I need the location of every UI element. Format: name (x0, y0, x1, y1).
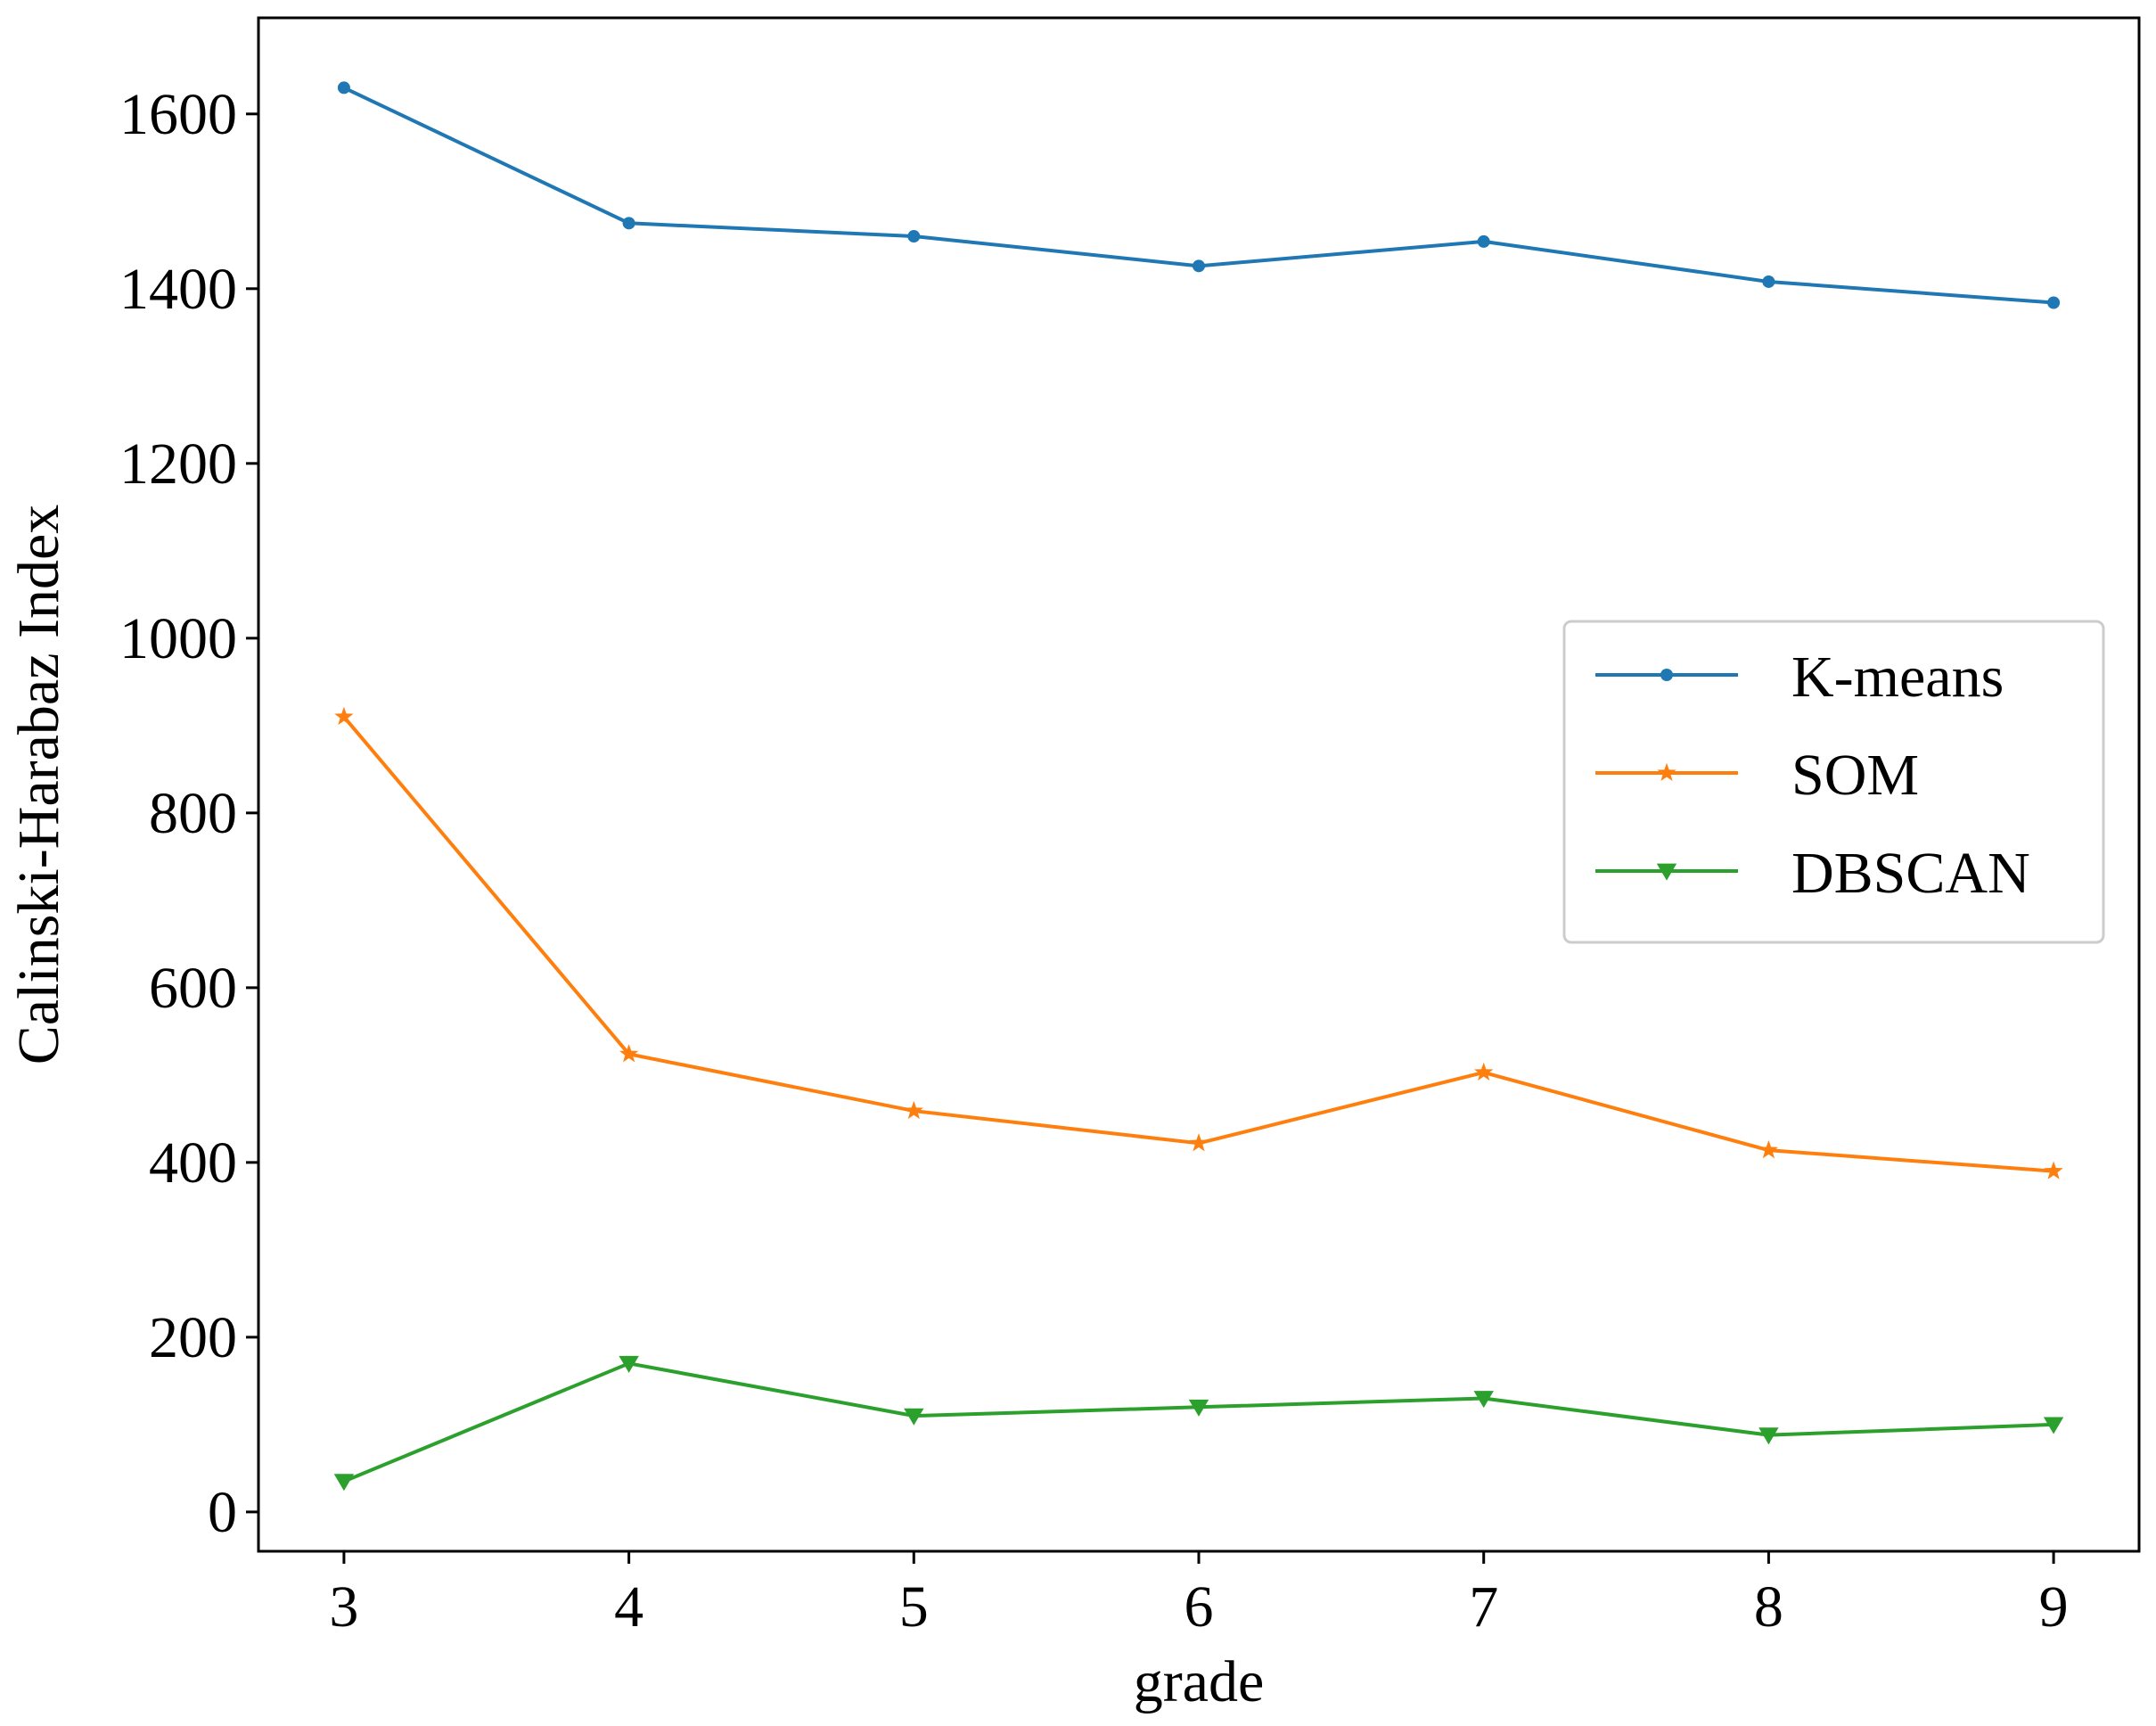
axes-frame (257, 16, 2141, 1553)
x-tick-label: 4 (614, 1574, 644, 1640)
legend-label-som: SOM (1791, 743, 1919, 808)
x-tick-label: 3 (329, 1574, 358, 1640)
data-point-som (1758, 1139, 1779, 1159)
data-point-dbscan (1188, 1399, 1209, 1417)
y-tick-label: 800 (149, 781, 237, 846)
data-point-dbscan (2043, 1417, 2064, 1434)
y-tick-label: 1000 (119, 606, 237, 671)
y-tick-label: 1400 (119, 257, 237, 322)
legend-frame (1562, 620, 2105, 944)
data-point-k-means (1762, 275, 1775, 288)
data-point-dbscan (1473, 1391, 1494, 1409)
legend-label-k-means: K-means (1791, 645, 2004, 710)
y-tick-label: 400 (149, 1130, 237, 1196)
data-point-k-means (337, 81, 350, 95)
data-point-som (2044, 1161, 2063, 1179)
data-point-k-means (622, 217, 635, 230)
y-tick-label: 200 (149, 1305, 237, 1370)
legend-marker-som (1657, 762, 1676, 782)
y-axis: 0 200 400 600 800 1000 1200 1400 1600 (119, 82, 258, 1545)
y-axis-title: Calinski-Harabaz Index (6, 505, 71, 1065)
y-tick-label: 0 (208, 1480, 237, 1545)
x-tick-label: 8 (1754, 1574, 1783, 1640)
data-point-k-means (2047, 296, 2061, 309)
data-point-som (334, 706, 354, 726)
data-point-som (619, 1044, 639, 1063)
legend-marker-dbscan (1656, 863, 1677, 881)
data-point-som (1189, 1133, 1209, 1152)
x-tick-label: 9 (2039, 1574, 2069, 1640)
data-point-dbscan (904, 1408, 924, 1426)
y-tick-label: 1200 (119, 432, 237, 497)
data-point-dbscan (1758, 1427, 1779, 1445)
data-point-som (904, 1100, 923, 1120)
x-tick-label: 7 (1469, 1574, 1498, 1640)
data-point-dbscan (619, 1355, 639, 1373)
data-point-k-means (907, 230, 921, 243)
data-point-k-means (1193, 259, 1205, 273)
data-point-k-means (1477, 234, 1490, 248)
legend-marker-k-means (1660, 669, 1673, 681)
legend: K-means SOM DBSCAN (1562, 620, 2105, 944)
x-tick-label: 6 (1185, 1574, 1214, 1640)
data-point-som (1474, 1062, 1494, 1081)
x-axis-title: grade (1134, 1649, 1265, 1714)
x-tick-label: 5 (899, 1574, 929, 1640)
y-tick-label: 1600 (119, 82, 237, 147)
x-axis: 3 4 5 6 7 8 9 (329, 1551, 2069, 1640)
legend-label-dbscan: DBSCAN (1791, 841, 2030, 906)
plot-area (333, 81, 2064, 1492)
y-tick-label: 600 (149, 956, 237, 1021)
data-point-dbscan (333, 1474, 355, 1492)
